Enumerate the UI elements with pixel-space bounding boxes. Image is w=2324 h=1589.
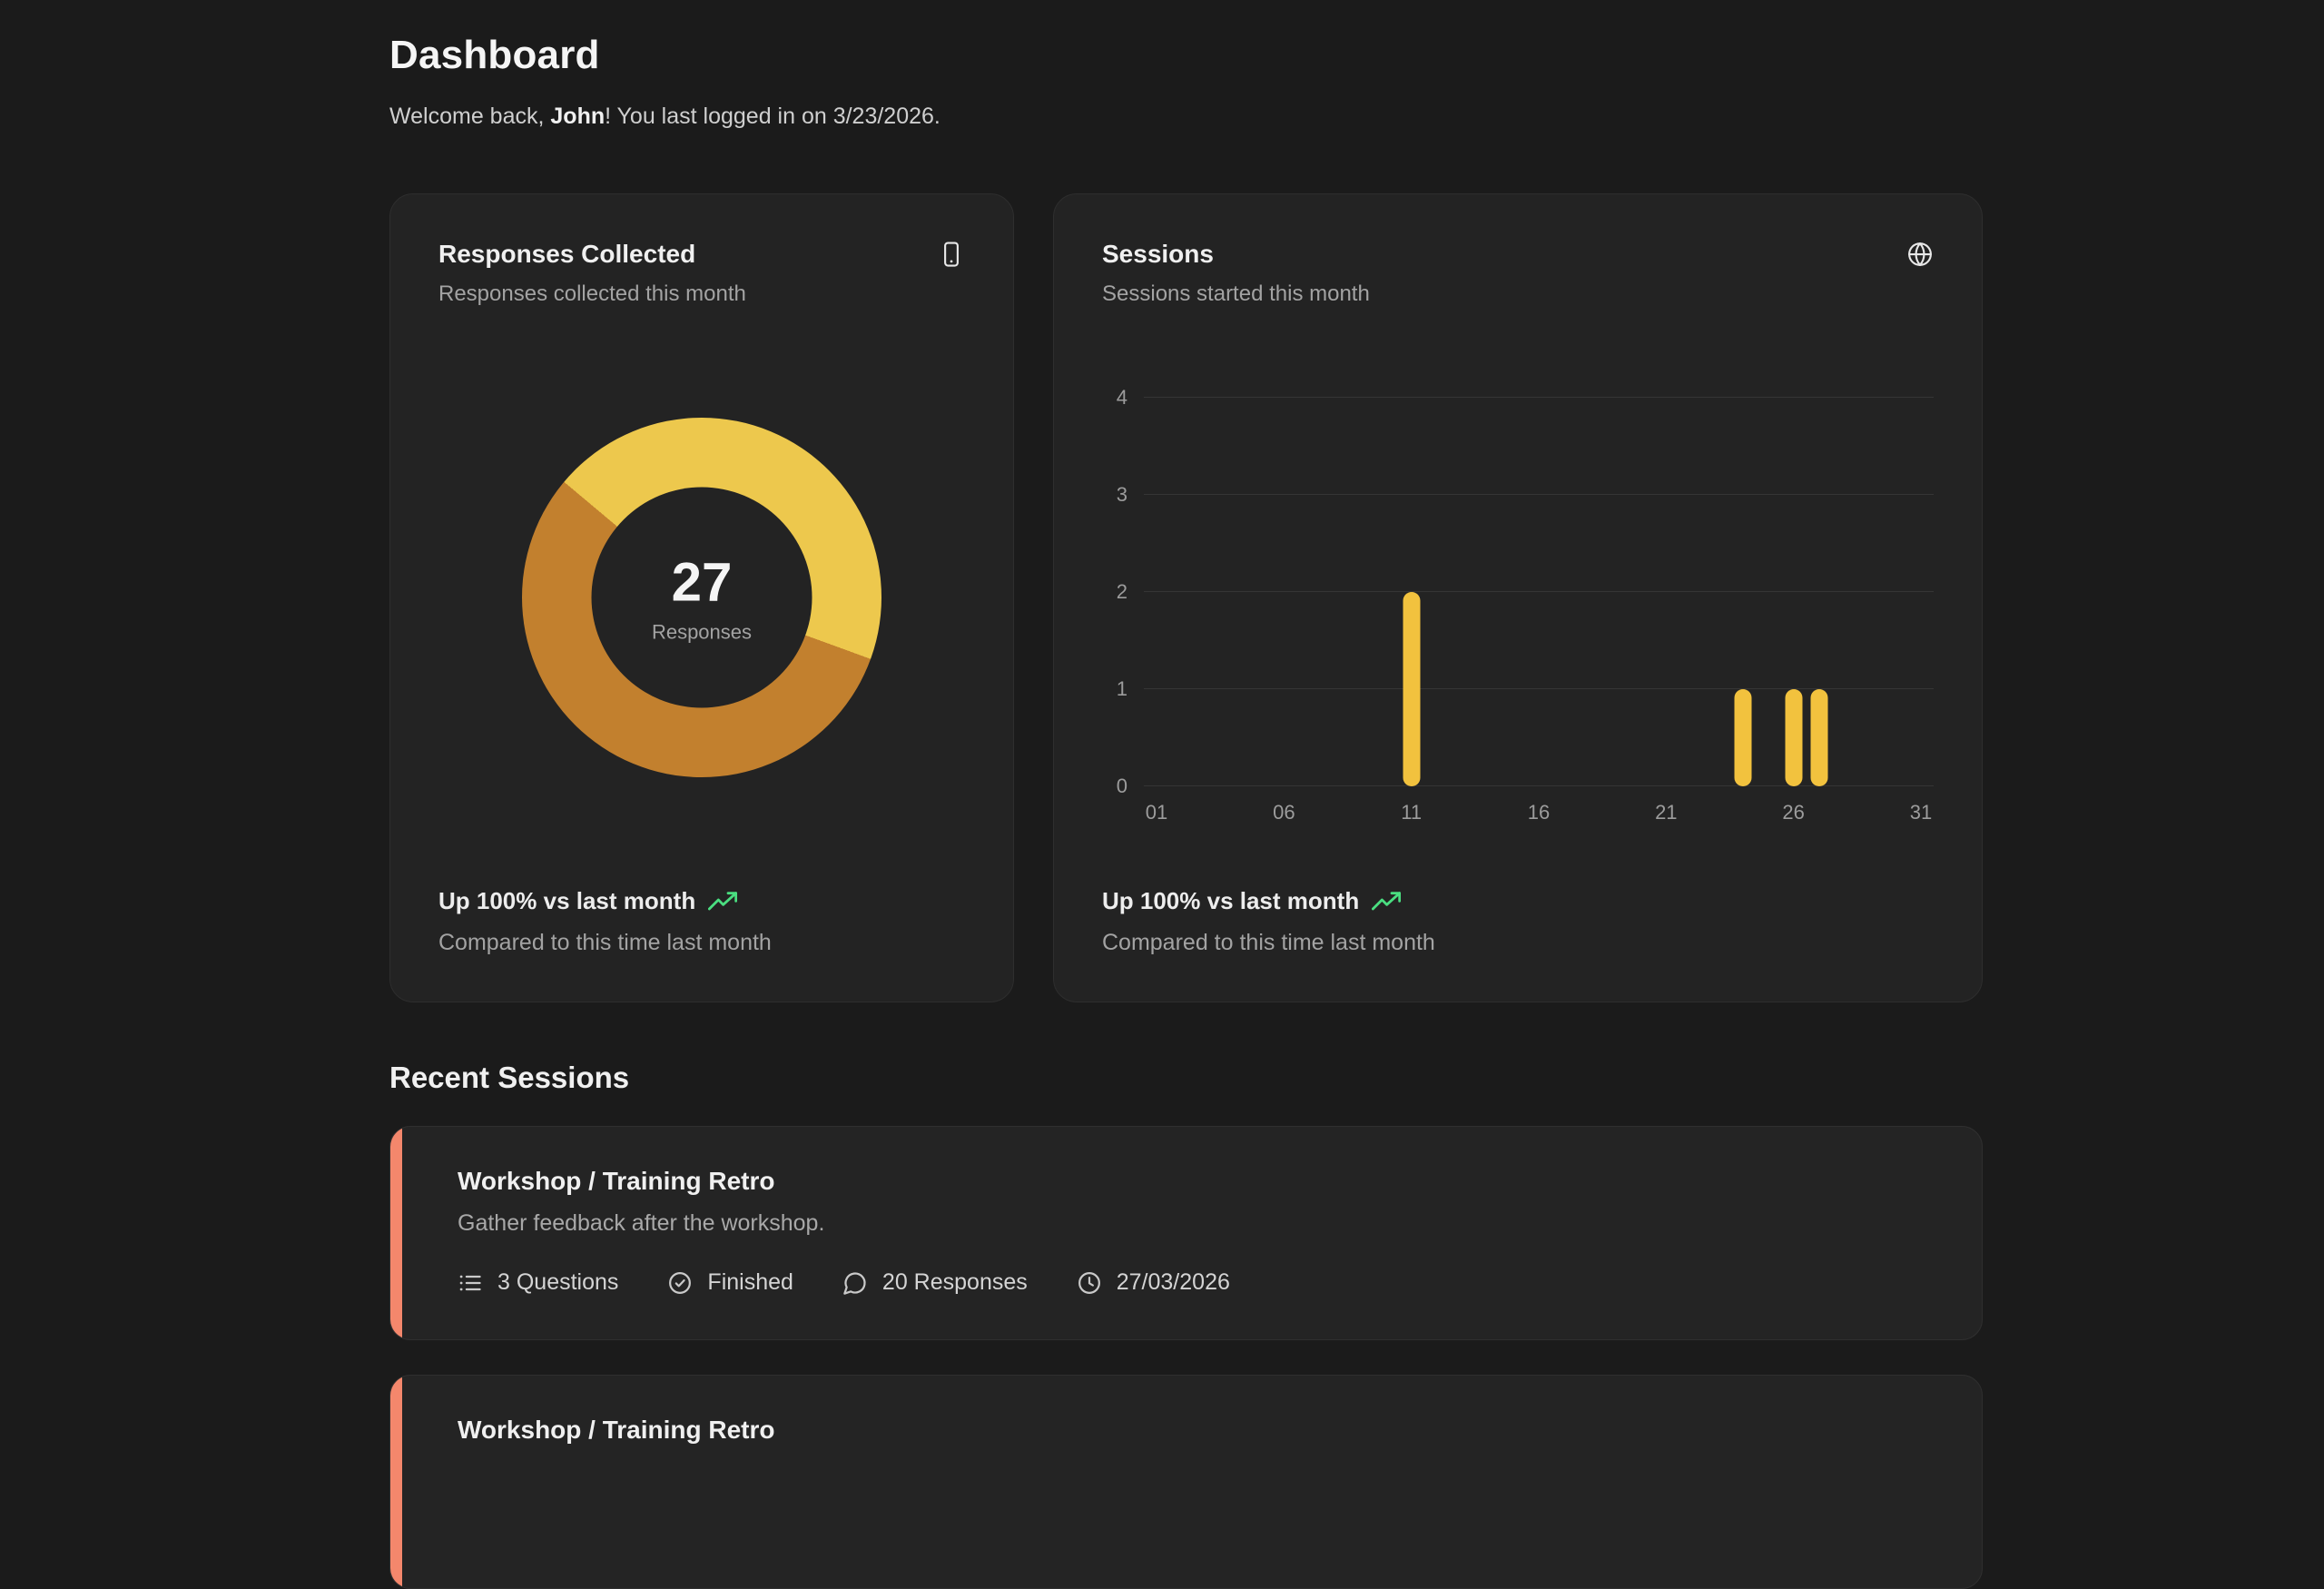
date-label: 27/03/2026 [1116, 1269, 1230, 1295]
session-card[interactable]: Workshop / Training Retro Gather feedbac… [389, 1126, 1983, 1340]
trend-text: Up 100% vs last month [1102, 887, 1360, 914]
list-icon [459, 1275, 481, 1290]
x-axis-tick: 01 [1145, 801, 1168, 824]
sessions-card-title: Sessions [1102, 240, 1214, 268]
session-bar [1734, 689, 1752, 786]
gridline [1144, 397, 1934, 398]
recent-sessions-heading: Recent Sessions [389, 1061, 630, 1094]
sessions-x-axis: 01 06 11 16 21 26 31 [1144, 786, 1934, 837]
trend-line: Up 100% vs last month [1102, 887, 1934, 915]
session-bar [1810, 689, 1828, 786]
x-axis-tick: 31 [1909, 801, 1933, 824]
sessions-y-axis: 0 1 2 3 4 [1102, 387, 1144, 797]
responses-donut-chart: 27 Responses [522, 417, 881, 777]
sessions-bar-plot [1144, 397, 1934, 786]
date-meta: 27/03/2026 [1077, 1269, 1230, 1296]
session-accent-bar [390, 1376, 402, 1588]
clock-icon [1078, 1271, 1100, 1294]
welcome-text: Welcome back, John! You last logged in o… [389, 104, 1983, 130]
donut-value: 27 [671, 551, 733, 612]
responses-collected-card: Responses Collected Responses collected … [389, 193, 1014, 1002]
session-card[interactable]: Workshop / Training Retro [389, 1375, 1983, 1589]
x-axis-tick: 11 [1401, 801, 1423, 824]
y-axis-tick: 3 [1116, 483, 1128, 506]
card-footer: Up 100% vs last month Compared to this t… [1102, 887, 1934, 956]
stat-cards-row: Responses Collected Responses collected … [389, 193, 1983, 1002]
y-axis-tick: 2 [1116, 580, 1128, 603]
donut-label: Responses [651, 620, 753, 643]
donut-center: 27 Responses [591, 487, 812, 707]
session-bar [1403, 592, 1421, 786]
responses-meta: 20 Responses [842, 1269, 1028, 1296]
welcome-prefix: Welcome back, [389, 104, 551, 129]
x-axis-tick: 21 [1655, 801, 1678, 824]
main-content: Dashboard Welcome back, John! You last l… [389, 0, 1983, 1589]
y-axis-tick: 4 [1116, 386, 1128, 409]
user-name: John [550, 104, 606, 129]
card-header: Responses Collected [438, 240, 965, 269]
session-accent-bar [390, 1127, 402, 1339]
session-description: Gather feedback after the workshop. [458, 1210, 825, 1236]
y-axis-tick: 0 [1116, 775, 1128, 797]
questions-meta: 3 Questions [458, 1269, 618, 1296]
trending-up-icon [1372, 891, 1402, 910]
sessions-card-subtitle: Sessions started this month [1102, 281, 1370, 306]
session-title: Workshop / Training Retro [458, 1167, 775, 1195]
chat-bubble-icon [843, 1271, 866, 1295]
x-axis-tick: 16 [1527, 801, 1551, 824]
trend-text: Up 100% vs last month [438, 887, 696, 914]
donut-chart-area: 27 Responses [438, 307, 965, 887]
sessions-bar-chart: 0 1 2 3 4 [1102, 387, 1934, 797]
globe-icon [1906, 241, 1934, 268]
trend-note: Compared to this time last month [1102, 930, 1435, 955]
session-bar [1785, 689, 1803, 786]
responses-label: 20 Responses [881, 1269, 1028, 1295]
page-title: Dashboard [389, 33, 600, 77]
y-axis-tick: 1 [1116, 677, 1128, 700]
trend-note: Compared to this time last month [438, 930, 772, 955]
session-title: Workshop / Training Retro [458, 1416, 775, 1444]
status-meta: Finished [667, 1269, 793, 1296]
gridline [1144, 591, 1934, 592]
card-footer: Up 100% vs last month Compared to this t… [438, 887, 965, 956]
x-axis-tick: 26 [1782, 801, 1805, 824]
gridline [1144, 785, 1934, 786]
check-circle-icon [669, 1271, 692, 1294]
gridline [1144, 494, 1934, 495]
smartphone-icon [938, 241, 965, 268]
card-header: Sessions [1102, 240, 1934, 269]
questions-label: 3 Questions [497, 1269, 619, 1295]
status-label: Finished [707, 1269, 793, 1295]
gridline [1144, 688, 1934, 689]
trend-line: Up 100% vs last month [438, 887, 965, 915]
responses-card-title: Responses Collected [438, 240, 696, 268]
x-axis-tick: 06 [1273, 801, 1295, 824]
responses-card-subtitle: Responses collected this month [438, 281, 746, 306]
welcome-suffix: ! You last logged in on 3/23/2026. [605, 104, 940, 129]
session-meta-row: 3 Questions Finished 20 Responses [458, 1269, 1936, 1296]
trending-up-icon [708, 891, 738, 910]
